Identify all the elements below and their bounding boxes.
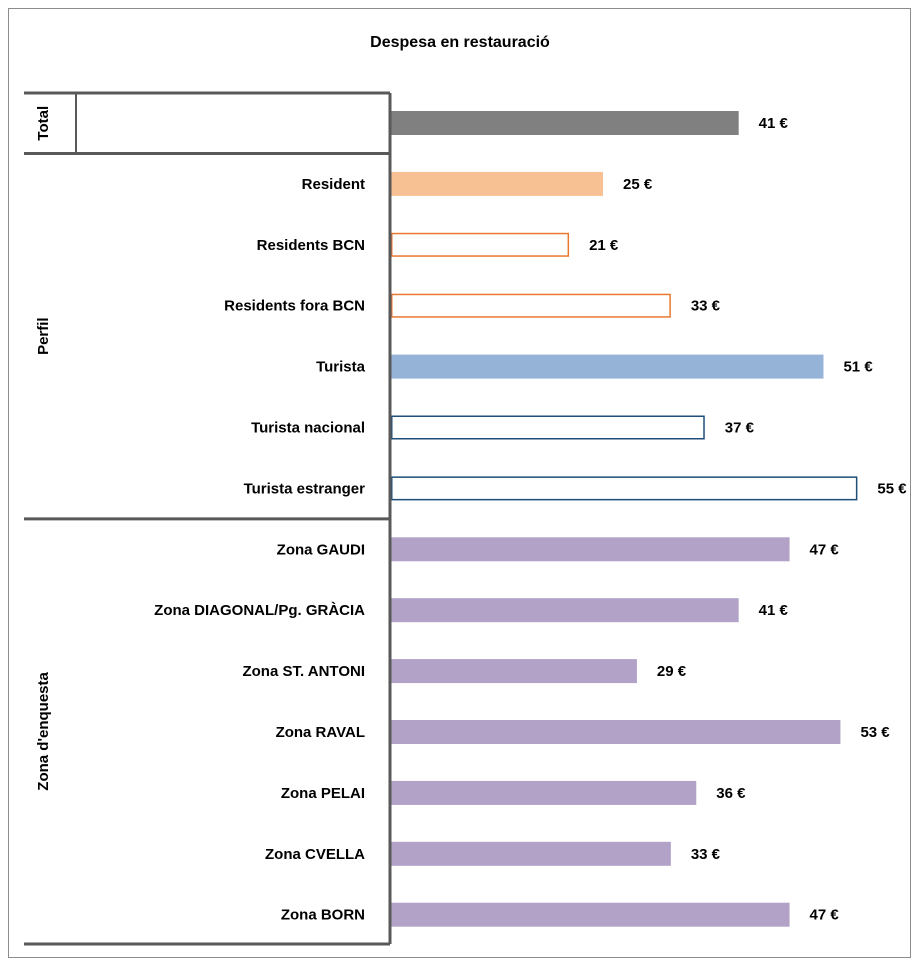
value-label: 41 € (759, 602, 789, 619)
category-label: Zona DIAGONAL/Pg. GRÀCIA (154, 602, 365, 619)
value-label: 21 € (589, 237, 619, 254)
category-label: Zona BORN (281, 907, 365, 924)
bar (391, 720, 841, 744)
category-label: Turista estranger (244, 480, 366, 497)
value-label: 53 € (860, 724, 890, 741)
bar (391, 354, 824, 379)
bar (391, 171, 603, 196)
chart-title: Despesa en restauració (370, 34, 550, 51)
category-label: Zona GAUDI (277, 541, 365, 558)
bar (391, 659, 637, 684)
category-label: Zona PELAI (281, 785, 365, 802)
category-label: Resident (302, 176, 365, 193)
value-label: 36 € (716, 785, 746, 802)
category-label: Turista nacional (251, 420, 365, 437)
value-label: 41 € (759, 115, 789, 132)
group-label: Total (35, 106, 52, 141)
bar (391, 111, 739, 135)
category-label: Residents fora BCN (224, 298, 365, 315)
category-label: Zona CVELLA (265, 846, 365, 863)
value-label: 29 € (657, 663, 687, 680)
category-label: Residents BCN (257, 237, 365, 254)
bar (391, 780, 697, 805)
bar (391, 476, 858, 501)
bar (391, 841, 671, 866)
value-label: 33 € (691, 298, 721, 315)
value-label: 37 € (725, 420, 755, 437)
bar (391, 902, 790, 927)
value-label: 51 € (843, 359, 873, 376)
bar (391, 293, 671, 318)
category-label: Zona ST. ANTONI (242, 663, 365, 680)
group-label: Zona d'enquesta (35, 671, 52, 790)
bar (391, 598, 739, 623)
value-label: 25 € (623, 176, 653, 193)
group-label: Perfil (35, 317, 52, 355)
value-label: 55 € (877, 480, 907, 497)
bar (391, 232, 570, 257)
bar (391, 537, 790, 562)
value-label: 47 € (810, 541, 840, 558)
category-label: Zona RAVAL (276, 724, 365, 741)
value-label: 33 € (691, 846, 721, 863)
value-label: 47 € (810, 907, 840, 924)
category-label: Turista (316, 359, 366, 376)
bar (391, 415, 705, 440)
